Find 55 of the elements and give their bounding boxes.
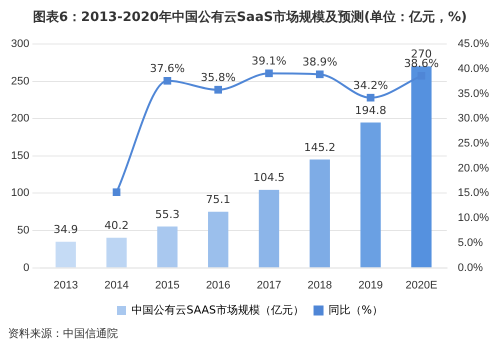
- y2-tick-label: 10.0%: [458, 212, 490, 224]
- x-tick-label: 2015: [155, 279, 180, 292]
- bar: [310, 159, 330, 268]
- point: [214, 86, 222, 94]
- bar: [208, 212, 228, 268]
- point: [112, 188, 120, 196]
- x-tick-label: 2013: [54, 279, 78, 292]
- y2-tick-label: 20.0%: [458, 162, 490, 174]
- y2-tick-label: 5.0%: [458, 236, 484, 249]
- bar: [157, 226, 178, 268]
- y-tick-label: 200: [10, 112, 30, 125]
- y-tick-label: 50: [17, 224, 30, 237]
- x-tick-label: 2017: [256, 279, 282, 292]
- y2-tick-label: 25.0%: [458, 138, 490, 150]
- y2-tick-label: 0.0%: [458, 262, 484, 274]
- point: [164, 76, 172, 85]
- data-label: 34.2%: [353, 79, 388, 92]
- data-label: 37.6%: [150, 62, 185, 76]
- data-label: 194.8: [354, 104, 386, 117]
- y2-tick-label: 15.0%: [458, 187, 490, 200]
- x-tick-label: 2014: [104, 279, 129, 292]
- bar: [258, 190, 280, 268]
- data-label: 35.8%: [200, 71, 236, 84]
- bar: [106, 238, 127, 268]
- y-tick-label: 250: [10, 75, 30, 88]
- point: [316, 70, 324, 78]
- data-label: 145.2: [304, 140, 336, 154]
- legend-label: 同比（%）: [328, 303, 383, 316]
- data-label: 39.1%: [252, 54, 286, 68]
- y-tick-label: 150: [10, 150, 30, 162]
- data-label: 34.9: [54, 223, 78, 236]
- y-tick-label: 100: [10, 187, 30, 200]
- y-tick-label: 0: [23, 262, 30, 274]
- bar: [360, 122, 381, 268]
- data-label: 38.6%: [404, 57, 439, 70]
- x-tick-label: 2020E: [406, 279, 438, 292]
- x-tick-label: 2018: [308, 279, 332, 292]
- y-tick-label: 300: [10, 38, 30, 50]
- data-label: 40.2: [104, 219, 129, 232]
- x-tick-label: 2019: [358, 279, 383, 292]
- data-label: 104.5: [253, 171, 285, 184]
- data-label: 38.9%: [302, 56, 338, 69]
- text: 资料来源：中国信通院: [8, 326, 118, 341]
- x-tick-label: 2016: [206, 279, 230, 292]
- bar: [56, 242, 76, 268]
- data-label: 55.3: [155, 208, 180, 221]
- point: [265, 70, 273, 78]
- point: [366, 94, 374, 102]
- chart-title: 图表6：2013-2020年中国公有云SaaS市场规模及预测(单位：亿元，%): [32, 8, 468, 27]
- y2-tick-label: 35.0%: [458, 88, 490, 100]
- legend-label: 中国公有云SAAS市场规模（亿元）: [132, 303, 304, 316]
- y2-tick-label: 40.0%: [458, 62, 490, 75]
- data-label: 75.1: [206, 193, 230, 206]
- y2-tick-label: 30.0%: [458, 112, 490, 125]
- y2-tick-label: 45.0%: [458, 38, 490, 50]
